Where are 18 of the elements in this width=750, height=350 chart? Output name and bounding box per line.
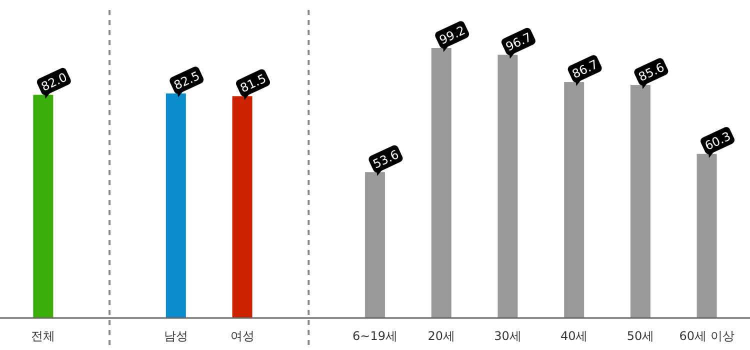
x-tick-label: 전체 (31, 329, 56, 343)
data-label: 86.7 (570, 57, 600, 82)
data-label: 82.0 (39, 70, 70, 94)
data-label: 99.2 (437, 23, 468, 48)
x-tick-label: 남성 (164, 329, 188, 343)
data-label: 82.5 (172, 68, 202, 93)
x-tick-label: 50세 (626, 329, 654, 343)
x-tick-label: 6~19세 (352, 329, 398, 343)
data-label: 60.3 (702, 129, 733, 154)
x-tick-label: 40세 (560, 329, 588, 343)
x-tick-label: 여성 (230, 329, 254, 343)
data-label: 81.5 (238, 71, 268, 96)
x-tick-label: 20세 (428, 329, 456, 343)
x-tick-label: 60세 이상 (679, 329, 734, 343)
data-label: 53.6 (370, 147, 401, 172)
data-label: 96.7 (504, 30, 534, 54)
x-tick-label: 30세 (494, 329, 522, 343)
data-label: 85.6 (636, 60, 666, 84)
